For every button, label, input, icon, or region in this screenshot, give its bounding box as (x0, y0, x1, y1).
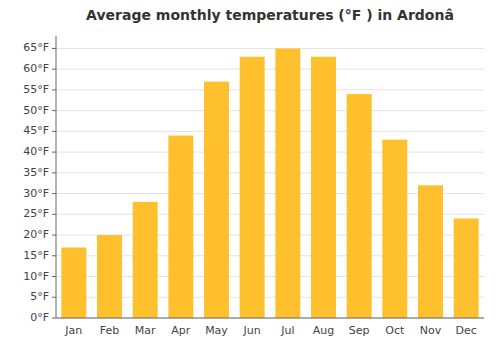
y-tick (52, 172, 56, 173)
x-tick-label: Jan (64, 324, 82, 337)
bar (204, 82, 229, 318)
x-tick-label: Dec (456, 324, 477, 337)
x-tick-label: May (205, 324, 228, 337)
grid-line (56, 110, 484, 111)
x-tick-label: Feb (100, 324, 119, 337)
y-tick (52, 131, 56, 132)
y-tick-label: 20°F (23, 228, 49, 241)
y-tick-label: 35°F (23, 166, 49, 179)
grid-line (56, 172, 484, 173)
y-tick-label: 60°F (23, 62, 49, 75)
y-tick-label: 45°F (23, 124, 49, 137)
x-tick-label: Mar (135, 324, 156, 337)
y-tick (52, 276, 56, 277)
chart-container: Average monthly temperatures (°F ) in Ar… (0, 0, 500, 350)
y-tick (52, 110, 56, 111)
x-tick-label: Aug (313, 324, 334, 337)
x-axis: Jan Feb Mar Apr May Jun Jul Aug Sep Oct Nov Dec (56, 318, 484, 337)
bar (168, 136, 193, 318)
bar (418, 185, 443, 318)
x-tick-label: Oct (385, 324, 405, 337)
x-tick-label: Apr (171, 324, 191, 337)
y-tick-label: 10°F (23, 270, 49, 283)
y-axis: 0°F 5°F 10°F 15°F 20°F 25°F 30°F 35°F 40°F 45°F 50… (23, 36, 56, 324)
bar (275, 48, 300, 318)
bars (61, 48, 478, 318)
y-tick (52, 297, 56, 298)
bar (133, 202, 158, 318)
y-tick-label: 55°F (23, 83, 49, 96)
bar (347, 94, 372, 318)
grid (56, 48, 484, 318)
grid-line (56, 89, 484, 90)
y-tick-label: 5°F (30, 290, 49, 303)
y-tick-label: 25°F (23, 207, 49, 220)
y-tick (52, 235, 56, 236)
y-tick-label: 0°F (30, 311, 49, 324)
y-tick (52, 193, 56, 194)
y-tick (52, 48, 56, 49)
grid-line (56, 131, 484, 132)
y-tick (52, 89, 56, 90)
grid-line (56, 48, 484, 49)
x-axis-line (56, 318, 484, 319)
grid-line (56, 152, 484, 153)
y-tick-label: 65°F (23, 41, 49, 54)
x-tick-label: Jun (243, 324, 261, 337)
grid-line (56, 318, 484, 319)
bar (97, 235, 122, 318)
y-tick-label: 40°F (23, 145, 49, 158)
y-axis-line (56, 36, 57, 318)
y-tick (52, 152, 56, 153)
title: Average monthly temperatures (°F ) in Ar… (86, 7, 454, 23)
bar (454, 218, 479, 318)
bar (382, 140, 407, 318)
bar (240, 57, 265, 318)
y-tick-label: 15°F (23, 249, 49, 262)
bar (61, 248, 86, 319)
grid-line (56, 69, 484, 70)
y-tick-label: 30°F (23, 187, 49, 200)
y-tick (52, 255, 56, 256)
x-tick-label: Nov (420, 324, 442, 337)
y-tick (52, 318, 56, 319)
y-tick-label: 50°F (23, 104, 49, 117)
chart-svg: Average monthly temperatures (°F ) in Ar… (0, 0, 500, 350)
x-tick-label: Jul (280, 324, 294, 337)
x-tick-label: Sep (349, 324, 370, 337)
y-tick (52, 69, 56, 70)
bar (311, 57, 336, 318)
y-tick (52, 214, 56, 215)
